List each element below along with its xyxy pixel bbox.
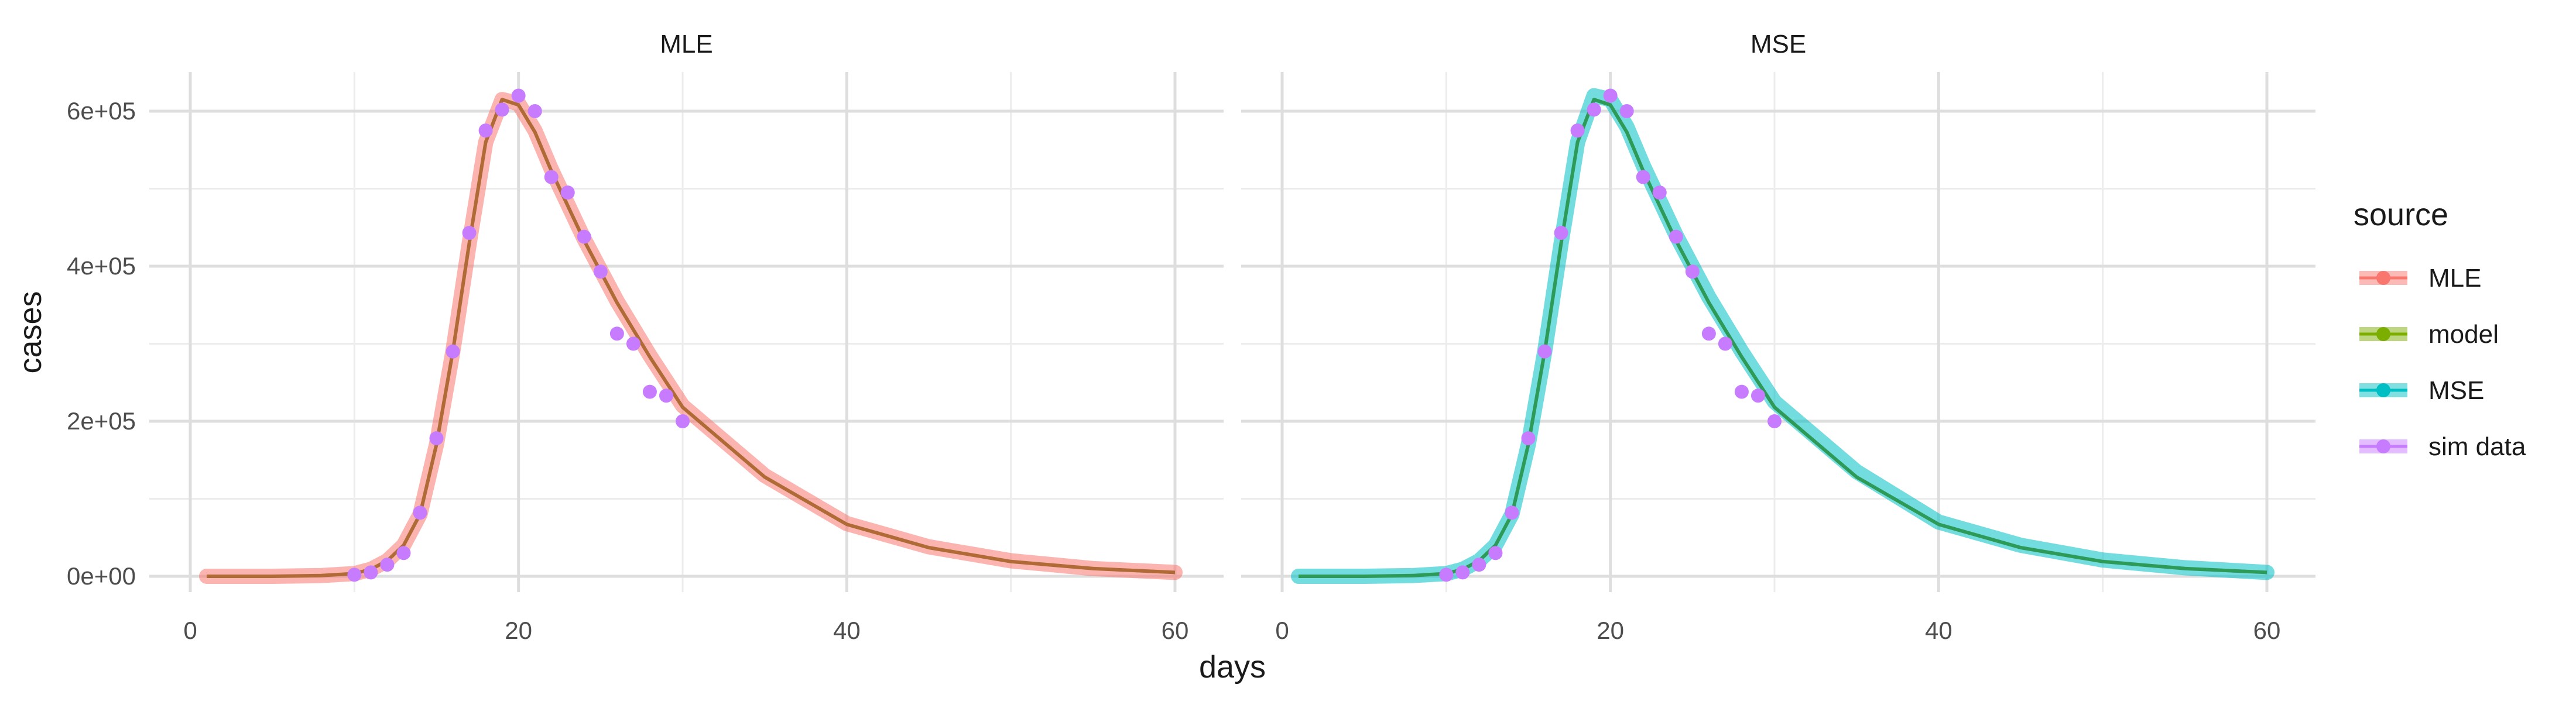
data-point-sim xyxy=(495,102,509,117)
data-point-sim xyxy=(1570,123,1585,138)
series-line-model xyxy=(207,98,1176,578)
legend-label: MSE xyxy=(2428,376,2484,405)
data-point-sim xyxy=(1636,170,1650,184)
data-point-sim xyxy=(1554,226,1568,240)
panel-title: MSE xyxy=(1751,30,1806,59)
data-point-sim xyxy=(1619,104,1634,118)
data-point-sim xyxy=(1701,326,1716,341)
x-axis-title: days xyxy=(1199,649,1266,685)
series-line-mle xyxy=(199,92,1183,584)
x-tick-label: 60 xyxy=(2253,617,2281,644)
legend-title: source xyxy=(2354,197,2448,232)
data-point-sim xyxy=(347,568,362,582)
data-point-sim xyxy=(380,558,395,572)
data-point-sim xyxy=(527,104,542,118)
data-point-sim xyxy=(1537,344,1552,359)
x-tick-label: 60 xyxy=(1162,617,1189,644)
data-point-sim xyxy=(642,384,657,399)
y-tick-label: 0e+00 xyxy=(67,562,136,590)
data-point-sim xyxy=(1587,102,1601,117)
data-point-sim xyxy=(396,546,411,560)
legend-key-point xyxy=(2376,271,2390,285)
data-point-sim xyxy=(1685,264,1700,279)
y-tick-label: 6e+05 xyxy=(67,97,136,125)
series-line-model xyxy=(1299,98,2267,578)
data-point-sim xyxy=(626,336,640,351)
data-point-sim xyxy=(364,565,378,580)
legend-label: model xyxy=(2428,320,2499,349)
data-point-sim xyxy=(429,431,444,446)
data-point-sim xyxy=(1652,185,1667,200)
x-tick-label: 20 xyxy=(505,617,532,644)
panel-title: MLE xyxy=(660,30,712,59)
x-tick-label: 0 xyxy=(1275,617,1289,644)
data-point-sim xyxy=(560,185,575,200)
data-point-sim xyxy=(1734,384,1749,399)
legend-key-point xyxy=(2376,327,2390,341)
data-point-sim xyxy=(511,88,526,103)
data-point-sim xyxy=(1455,565,1470,580)
data-point-sim xyxy=(1751,388,1765,403)
legend-label: sim data xyxy=(2428,432,2526,461)
x-tick-label: 40 xyxy=(1925,617,1952,644)
data-point-sim xyxy=(1439,568,1454,582)
data-point-sim xyxy=(1767,414,1782,428)
data-point-sim xyxy=(1603,88,1618,103)
data-point-sim xyxy=(1718,336,1732,351)
legend-key-point xyxy=(2376,383,2390,397)
legend-key-point xyxy=(2376,439,2390,453)
x-tick-label: 20 xyxy=(1597,617,1624,644)
y-axis-title: cases xyxy=(13,291,48,373)
data-point-sim xyxy=(1472,558,1486,572)
data-point-sim xyxy=(593,264,608,279)
data-point-sim xyxy=(659,388,673,403)
data-point-sim xyxy=(1488,546,1503,560)
data-point-sim xyxy=(544,170,559,184)
data-point-sim xyxy=(1521,431,1536,446)
data-point-sim xyxy=(446,344,460,359)
data-point-sim xyxy=(478,123,493,138)
legend-label: MLE xyxy=(2428,264,2481,293)
data-point-sim xyxy=(609,326,624,341)
x-tick-label: 40 xyxy=(833,617,861,644)
y-tick-label: 4e+05 xyxy=(67,252,136,280)
data-point-sim xyxy=(462,226,477,240)
data-point-sim xyxy=(413,505,427,520)
data-point-sim xyxy=(577,229,591,244)
data-point-sim xyxy=(1669,229,1683,244)
data-point-sim xyxy=(1505,505,1519,520)
data-point-sim xyxy=(676,414,690,428)
series-line-mse xyxy=(1291,88,2274,584)
x-tick-label: 0 xyxy=(183,617,197,644)
y-tick-label: 2e+05 xyxy=(67,407,136,435)
